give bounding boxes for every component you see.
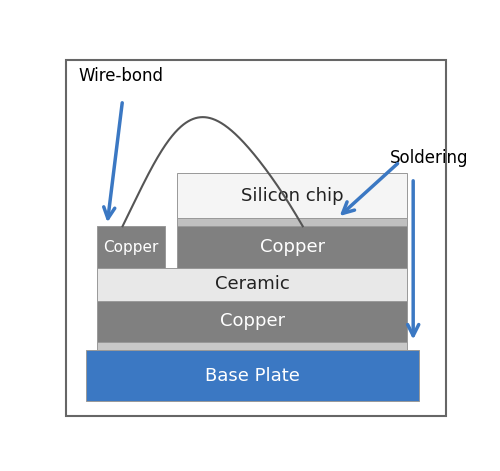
- Bar: [98, 268, 407, 300]
- Bar: [86, 350, 419, 401]
- Text: Ceramic: Ceramic: [215, 275, 290, 293]
- Text: Silicon chip: Silicon chip: [241, 187, 344, 204]
- Text: Copper: Copper: [220, 312, 285, 331]
- Bar: [177, 173, 408, 218]
- Text: Base Plate: Base Plate: [205, 366, 300, 385]
- Text: Copper: Copper: [104, 240, 159, 255]
- Text: Soldering: Soldering: [390, 149, 468, 167]
- Bar: [98, 226, 165, 268]
- Text: Copper: Copper: [260, 238, 324, 256]
- Text: Wire-bond: Wire-bond: [78, 67, 163, 85]
- Bar: [98, 300, 407, 342]
- Bar: [177, 218, 408, 226]
- Bar: [177, 226, 408, 268]
- Bar: [98, 342, 407, 350]
